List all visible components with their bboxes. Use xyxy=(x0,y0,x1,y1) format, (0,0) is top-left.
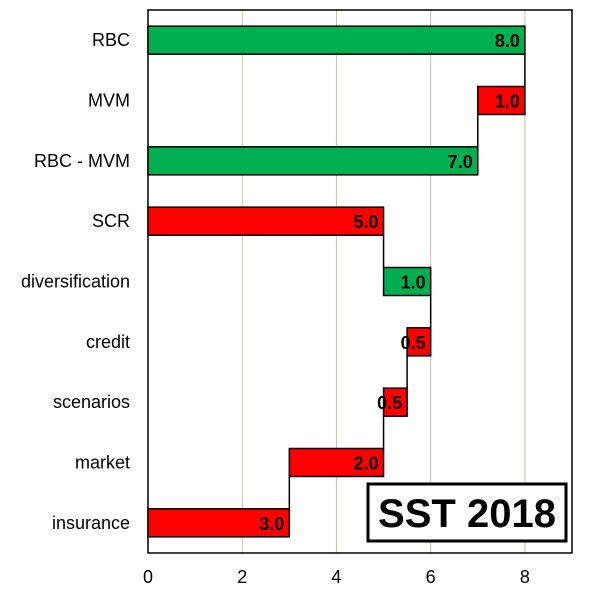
bar-market xyxy=(288,447,385,478)
category-labels: RBC MVM RBC - MVM SCR diversification credit s… xyxy=(21,30,130,533)
category-label-scenarios: scenarios xyxy=(53,392,130,412)
bar-scenarios xyxy=(382,387,408,417)
data-label-insurance: 3.0 xyxy=(259,514,284,534)
bar-scr xyxy=(147,206,385,236)
bar-diversification xyxy=(382,266,432,297)
x-tick-label-6: 6 xyxy=(426,567,436,587)
data-label-market: 2.0 xyxy=(354,454,379,474)
x-axis-ticks: 0 2 4 6 8 xyxy=(143,567,530,587)
data-label-scr: 5.0 xyxy=(354,212,379,232)
data-label-rbc-mvm: 7.0 xyxy=(448,152,473,172)
x-tick-label-0: 0 xyxy=(143,567,153,587)
connector-lines xyxy=(288,54,526,509)
category-label-insurance: insurance xyxy=(52,513,130,533)
chart-badge-text: SST 2018 xyxy=(378,492,556,536)
x-tick-label-2: 2 xyxy=(237,567,247,587)
chart-badge-box xyxy=(366,482,568,543)
data-labels: 8.0 1.0 7.0 5.0 1.0 0.5 0.5 2.0 3.0 xyxy=(259,31,520,534)
bars xyxy=(147,25,526,538)
data-label-credit: 0.5 xyxy=(401,333,426,353)
x-tick-label-8: 8 xyxy=(520,567,530,587)
data-label-rbc: 8.0 xyxy=(495,31,520,51)
bar-credit xyxy=(406,327,432,357)
category-label-diversification: diversification xyxy=(21,272,130,292)
data-label-scenarios: 0.5 xyxy=(377,393,402,413)
data-label-diversification: 1.0 xyxy=(401,273,426,293)
category-label-rbc: RBC xyxy=(92,30,130,50)
bar-rbc-mvm xyxy=(147,146,479,176)
category-label-market: market xyxy=(75,453,130,473)
data-label-mvm: 1.0 xyxy=(495,92,520,112)
category-label-mvm: MVM xyxy=(88,91,130,111)
bar-insurance xyxy=(147,508,291,538)
category-label-scr: SCR xyxy=(92,211,130,231)
x-tick-label-4: 4 xyxy=(331,567,341,587)
category-label-rbc-mvm: RBC - MVM xyxy=(34,151,130,171)
plot-area xyxy=(147,9,573,554)
bar-mvm xyxy=(477,85,526,116)
chart-badge: SST 2018 xyxy=(366,482,568,543)
bar-rbc xyxy=(147,25,526,55)
category-label-credit: credit xyxy=(86,332,130,352)
